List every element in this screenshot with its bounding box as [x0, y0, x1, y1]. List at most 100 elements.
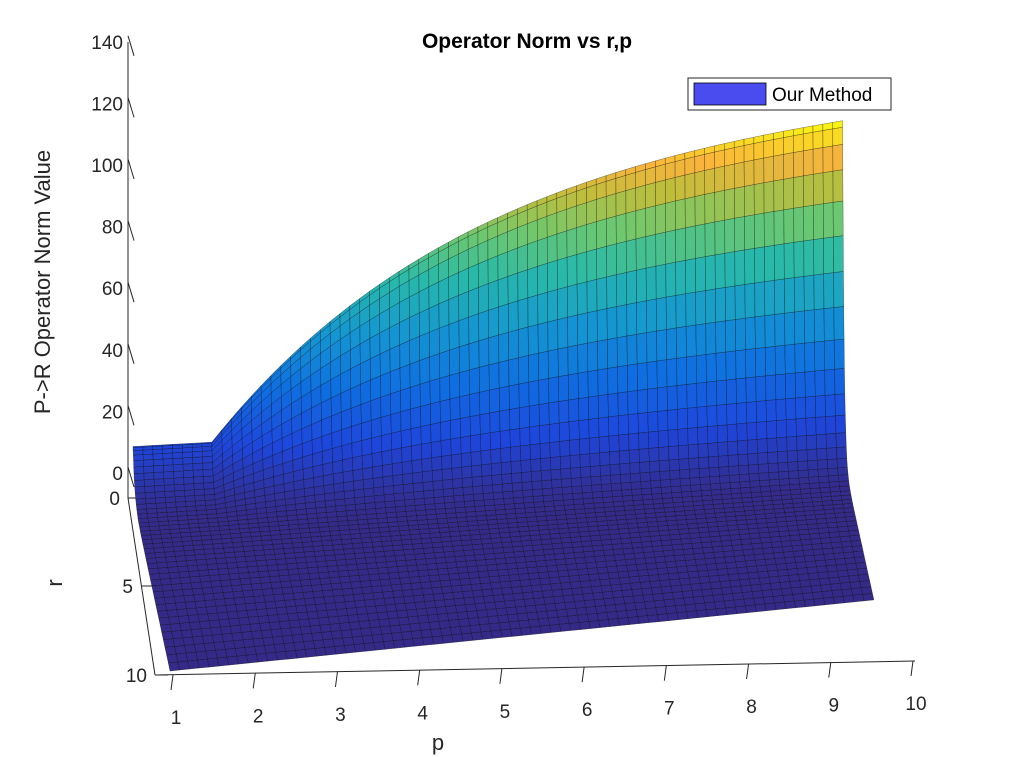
surface-patch: [143, 465, 154, 474]
surface-patch: [294, 598, 306, 607]
surface-patch: [332, 637, 345, 647]
surface-patch: [524, 507, 536, 513]
surface-patch: [577, 614, 590, 623]
surface-patch: [268, 569, 280, 577]
surface-patch: [714, 512, 727, 518]
surface-patch: [354, 552, 366, 559]
surface-patch: [680, 538, 692, 545]
surface-patch: [572, 546, 584, 553]
surface-patch: [500, 446, 512, 463]
surface-patch: [320, 583, 333, 591]
surface-patch: [428, 303, 440, 333]
surface-patch: [842, 546, 854, 553]
surface-patch: [517, 269, 529, 301]
surface-patch: [302, 546, 315, 553]
surface-patch: [825, 433, 837, 449]
surface-patch: [411, 588, 424, 596]
surface-patch: [473, 493, 485, 501]
surface-patch: [392, 639, 405, 649]
surface-patch: [468, 571, 480, 579]
surface-patch: [474, 505, 486, 512]
surface-patch: [189, 576, 202, 583]
surface-patch: [518, 355, 529, 385]
surface-patch: [157, 567, 170, 574]
surface-patch: [311, 632, 324, 641]
surface-patch: [286, 562, 299, 570]
surface-patch: [154, 485, 165, 493]
surface-patch: [450, 535, 462, 542]
surface-patch: [637, 522, 649, 528]
surface-patch: [579, 453, 591, 468]
surface-patch: [382, 463, 393, 478]
surface-patch: [595, 605, 608, 614]
surface-patch: [760, 583, 772, 591]
surface-patch: [832, 126, 843, 147]
surface-patch: [639, 581, 652, 589]
surface-patch: [678, 444, 689, 460]
surface-patch: [395, 603, 407, 612]
surface-patch: [783, 135, 794, 155]
surface-patch: [711, 540, 723, 548]
surface-patch: [566, 254, 578, 287]
surface-patch: [586, 199, 597, 225]
surface-patch: [230, 532, 242, 539]
surface-patch: [635, 236, 647, 271]
surface-patch: [472, 485, 484, 495]
surface-patch: [490, 430, 501, 450]
surface-patch: [306, 610, 319, 620]
surface-patch: [410, 383, 421, 410]
surface-patch: [428, 621, 441, 630]
surface-patch: [833, 596, 845, 605]
surface-patch: [318, 571, 330, 579]
surface-patch: [502, 593, 515, 602]
surface-patch: [417, 519, 429, 525]
surface-patch: [460, 435, 472, 454]
surface-patch: [725, 285, 736, 321]
surface-patch: [575, 513, 587, 519]
surface-patch: [411, 458, 423, 474]
surface-patch: [795, 396, 807, 420]
surface-patch: [623, 505, 635, 511]
surface-patch: [145, 503, 157, 510]
surface-patch: [370, 375, 381, 401]
surface-patch: [342, 457, 354, 473]
surface-patch: [192, 451, 203, 458]
surface-patch: [764, 558, 777, 566]
surface-patch: [832, 169, 844, 203]
surface-patch: [176, 560, 188, 567]
surface-patch: [540, 583, 553, 592]
surface-patch: [559, 421, 570, 442]
surface-patch: [172, 589, 185, 597]
surface-patch: [763, 552, 776, 560]
surface-patch: [856, 568, 869, 576]
p-tick-label: 1: [171, 708, 182, 729]
surface-patch: [577, 568, 589, 576]
surface-patch: [277, 613, 290, 622]
surface-patch: [350, 581, 362, 589]
surface-patch: [514, 556, 527, 563]
surface-patch: [840, 494, 853, 501]
surface-patch: [667, 429, 679, 447]
surface-patch: [366, 562, 378, 569]
surface-patch: [432, 546, 445, 553]
surface-patch: [204, 553, 217, 560]
surface-patch: [457, 521, 469, 527]
surface-patch: [625, 172, 636, 191]
surface-patch: [660, 486, 672, 494]
surface-patch: [632, 594, 645, 603]
surface-patch: [517, 223, 528, 249]
surface-patch: [232, 590, 245, 599]
surface-patch: [253, 549, 266, 556]
surface-patch: [325, 560, 338, 567]
surface-patch: [695, 513, 707, 519]
surface-patch: [618, 433, 630, 452]
surface-patch: [226, 562, 238, 569]
surface-patch: [162, 458, 174, 466]
surface-patch: [750, 584, 763, 592]
surface-patch: [399, 623, 412, 633]
surface-patch: [650, 540, 663, 547]
surface-patch: [844, 557, 857, 565]
surface-patch: [646, 360, 658, 390]
surface-patch: [304, 648, 317, 658]
surface-patch: [724, 556, 736, 563]
